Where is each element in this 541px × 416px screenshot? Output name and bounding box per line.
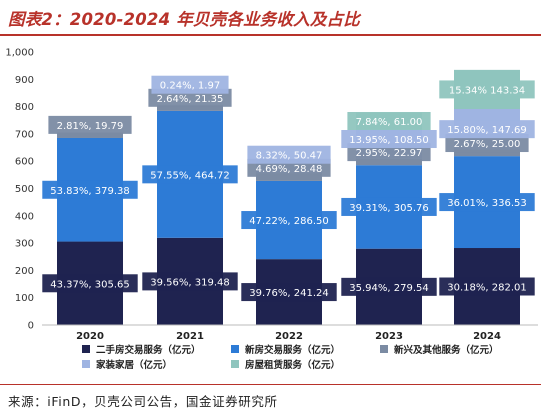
data-label: 39.76%, 241.24 xyxy=(249,288,328,299)
data-label-box xyxy=(445,134,529,153)
data-label: 35.94%, 279.54 xyxy=(349,283,428,294)
data-label-box xyxy=(439,193,535,212)
legend: 二手房交易服务（亿元） 新房交易服务（亿元） 新兴及其他服务（亿元） 家装家居（亿元）… xyxy=(82,344,499,371)
data-label: 30.18%, 282.01 xyxy=(447,283,526,294)
data-label: 2.67%, 25.00 xyxy=(454,139,521,150)
data-label: 39.56%, 319.48 xyxy=(150,277,229,288)
bar-segment xyxy=(157,105,223,111)
data-label-box xyxy=(247,145,331,164)
legend-swatch xyxy=(82,360,90,368)
data-label: 4.69%, 28.48 xyxy=(256,164,323,175)
data-label-box xyxy=(341,197,437,216)
data-label: 53.83%, 379.38 xyxy=(50,186,129,197)
y-tick-label: 300 xyxy=(15,239,34,250)
legend-swatch xyxy=(82,345,90,353)
data-label: 47.22%, 286.50 xyxy=(249,216,328,227)
y-tick-label: 100 xyxy=(15,293,34,304)
data-label: 39.31%, 305.76 xyxy=(349,203,428,214)
data-label-box xyxy=(341,277,437,296)
title-divider xyxy=(0,34,541,36)
data-label-box xyxy=(439,120,535,139)
x-tick-label: 2023 xyxy=(375,331,403,342)
x-tick-label: 2020 xyxy=(76,331,104,342)
y-tick-label: 900 xyxy=(15,75,34,86)
y-tick-label: 0 xyxy=(28,321,34,332)
x-tick-label: 2024 xyxy=(473,331,501,342)
bar-segment xyxy=(454,149,520,157)
data-label: 0.24%, 1.97 xyxy=(160,81,220,92)
data-label-box xyxy=(341,130,437,149)
data-label-box xyxy=(439,277,535,296)
y-tick-label: 600 xyxy=(15,157,34,168)
data-label: 2.64%, 21.35 xyxy=(157,94,224,105)
data-label: 2.95%, 22.97 xyxy=(356,148,423,159)
bar-segment xyxy=(256,173,322,181)
bar-segment xyxy=(57,132,123,138)
y-tick-label: 400 xyxy=(15,211,34,222)
source-note: 来源：iFinD，贝壳公司公告，国金证券研究所 xyxy=(8,394,278,409)
data-label: 2.81%, 19.79 xyxy=(57,121,124,132)
y-tick-label: 800 xyxy=(15,102,34,113)
data-labels: 43.37%, 305.65 53.83%, 379.38 2.81%, 19.79… xyxy=(42,75,535,302)
y-tick-label: 500 xyxy=(15,184,34,195)
legend-swatch xyxy=(380,345,388,353)
y-tick-label: 700 xyxy=(15,129,34,140)
data-label-box xyxy=(48,115,132,134)
x-tick-label: 2021 xyxy=(176,331,204,342)
x-axis: 2020 2021 2022 2023 2024 xyxy=(42,324,538,342)
legend-label: 二手房交易服务（亿元） xyxy=(96,344,201,356)
data-label: 43.37%, 305.65 xyxy=(50,279,129,290)
x-tick-label: 2022 xyxy=(275,331,303,342)
data-label: 15.80%, 147.69 xyxy=(447,125,526,136)
y-tick-label: 200 xyxy=(15,266,34,277)
data-label-box xyxy=(241,211,337,230)
page-title: 图表2：2020-2024 年贝壳各业务收入及占比 xyxy=(8,10,360,29)
data-label: 7.84%, 61.00 xyxy=(356,117,423,128)
data-label-box xyxy=(439,80,535,99)
data-label-box xyxy=(151,75,229,94)
data-label-box xyxy=(347,111,431,130)
y-axis: 0 100 200 300 400 500 600 700 800 900 1,000 xyxy=(5,48,34,332)
data-label-box xyxy=(42,180,138,199)
legend-swatch xyxy=(231,360,239,368)
stacked-bar-chart: 0 100 200 300 400 500 600 700 800 900 1,000 43.37%… xyxy=(5,48,538,371)
legend-label: 房屋租赁服务（亿元） xyxy=(245,359,340,371)
data-label-box xyxy=(42,274,138,293)
data-label: 8.32%, 50.47 xyxy=(256,151,323,162)
data-label: 36.01%, 336.53 xyxy=(447,198,526,209)
bar-segment xyxy=(356,158,422,166)
y-tick-label: 1,000 xyxy=(5,48,34,59)
source-divider xyxy=(0,384,541,385)
data-label: 57.55%, 464.72 xyxy=(150,170,229,181)
data-label-box xyxy=(142,165,238,184)
data-label-box xyxy=(142,272,238,291)
data-label-box xyxy=(241,283,337,302)
legend-label: 新兴及其他服务（亿元） xyxy=(394,344,499,356)
data-label: 13.95%, 108.50 xyxy=(349,135,428,146)
legend-label: 新房交易服务（亿元） xyxy=(245,344,340,356)
legend-label: 家装家居（亿元） xyxy=(96,359,172,371)
data-label: 15.34% 143.34 xyxy=(449,85,525,96)
legend-swatch xyxy=(231,345,239,353)
